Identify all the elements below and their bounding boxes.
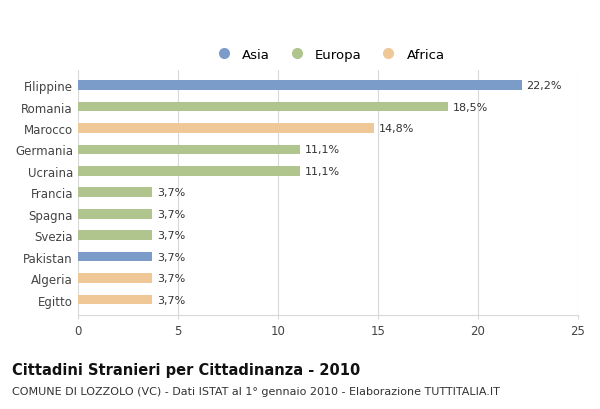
Bar bbox=[78, 81, 521, 91]
Bar bbox=[78, 102, 448, 112]
Bar bbox=[78, 188, 152, 198]
Text: 11,1%: 11,1% bbox=[305, 145, 340, 155]
Text: 3,7%: 3,7% bbox=[157, 188, 185, 198]
Bar bbox=[78, 295, 152, 305]
Bar bbox=[78, 231, 152, 240]
Bar bbox=[78, 209, 152, 219]
Text: Cittadini Stranieri per Cittadinanza - 2010: Cittadini Stranieri per Cittadinanza - 2… bbox=[12, 362, 360, 377]
Bar bbox=[78, 252, 152, 262]
Text: 3,7%: 3,7% bbox=[157, 252, 185, 262]
Text: 3,7%: 3,7% bbox=[157, 295, 185, 305]
Text: COMUNE DI LOZZOLO (VC) - Dati ISTAT al 1° gennaio 2010 - Elaborazione TUTTITALIA: COMUNE DI LOZZOLO (VC) - Dati ISTAT al 1… bbox=[12, 387, 500, 396]
Bar bbox=[78, 274, 152, 283]
Text: 22,2%: 22,2% bbox=[527, 81, 562, 91]
Bar bbox=[78, 145, 300, 155]
Text: 18,5%: 18,5% bbox=[452, 102, 488, 112]
Text: 3,7%: 3,7% bbox=[157, 274, 185, 283]
Legend: Asia, Europa, Africa: Asia, Europa, Africa bbox=[205, 43, 450, 67]
Text: 14,8%: 14,8% bbox=[379, 124, 414, 134]
Text: 3,7%: 3,7% bbox=[157, 209, 185, 219]
Text: 3,7%: 3,7% bbox=[157, 231, 185, 240]
Text: 11,1%: 11,1% bbox=[305, 166, 340, 176]
Bar bbox=[78, 166, 300, 176]
Bar bbox=[78, 124, 374, 133]
